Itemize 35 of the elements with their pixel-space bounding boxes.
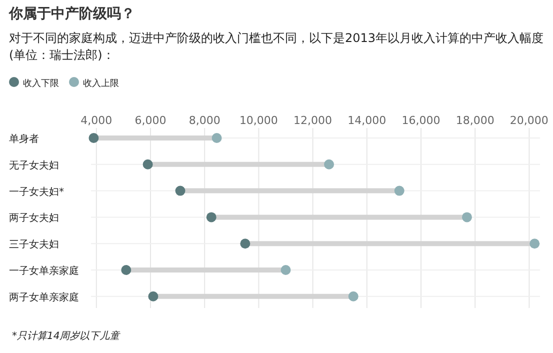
x-tick-label: 8,000 bbox=[188, 114, 220, 127]
point bbox=[121, 265, 132, 275]
x-tick-label: 12,000 bbox=[294, 114, 332, 127]
x-tick-label: 14,000 bbox=[348, 114, 386, 127]
x-tick-label: 6,000 bbox=[134, 114, 166, 127]
text: *只计算14周岁以下儿童 bbox=[12, 330, 120, 343]
point bbox=[148, 291, 158, 302]
point bbox=[88, 133, 99, 143]
point bbox=[240, 238, 250, 249]
x-tick-label: 20,000 bbox=[510, 114, 548, 127]
legend-label: 收入下限 bbox=[23, 78, 59, 89]
x-tick-label: 4,000 bbox=[80, 114, 112, 127]
point bbox=[142, 159, 153, 170]
y-tick-label: 一子女单亲家庭 bbox=[9, 265, 79, 277]
point bbox=[175, 186, 186, 196]
y-tick-label: 一子女夫妇* bbox=[9, 186, 64, 198]
y-tick-label: 单身者 bbox=[9, 133, 39, 145]
x-tick-label: 10,000 bbox=[239, 114, 278, 127]
point bbox=[462, 212, 472, 222]
y-tick-label: 两子女单亲家庭 bbox=[9, 291, 79, 304]
point bbox=[530, 238, 540, 249]
point bbox=[206, 212, 216, 222]
point bbox=[324, 159, 334, 170]
chart-title: 你属于中产阶级吗？ bbox=[9, 5, 135, 23]
x-tick-label: 16,000 bbox=[402, 114, 440, 127]
legend-label: 收入上限 bbox=[83, 78, 119, 89]
y-tick-label: 无子女夫妇 bbox=[9, 159, 59, 172]
point bbox=[212, 133, 222, 143]
y-tick-label: 三子女夫妇 bbox=[9, 238, 59, 251]
point bbox=[348, 291, 358, 302]
chart-subtitle: 对于不同的家庭构成，迈进中产阶级的收入门槛也不同，以下是2013年以月收入计算的中产收入幅度(单位：瑞士法郎)： bbox=[9, 30, 545, 64]
point bbox=[280, 265, 291, 275]
y-tick-label: 两子女夫妇 bbox=[9, 212, 59, 224]
point bbox=[394, 186, 404, 196]
x-tick-label: 18,000 bbox=[456, 114, 494, 127]
